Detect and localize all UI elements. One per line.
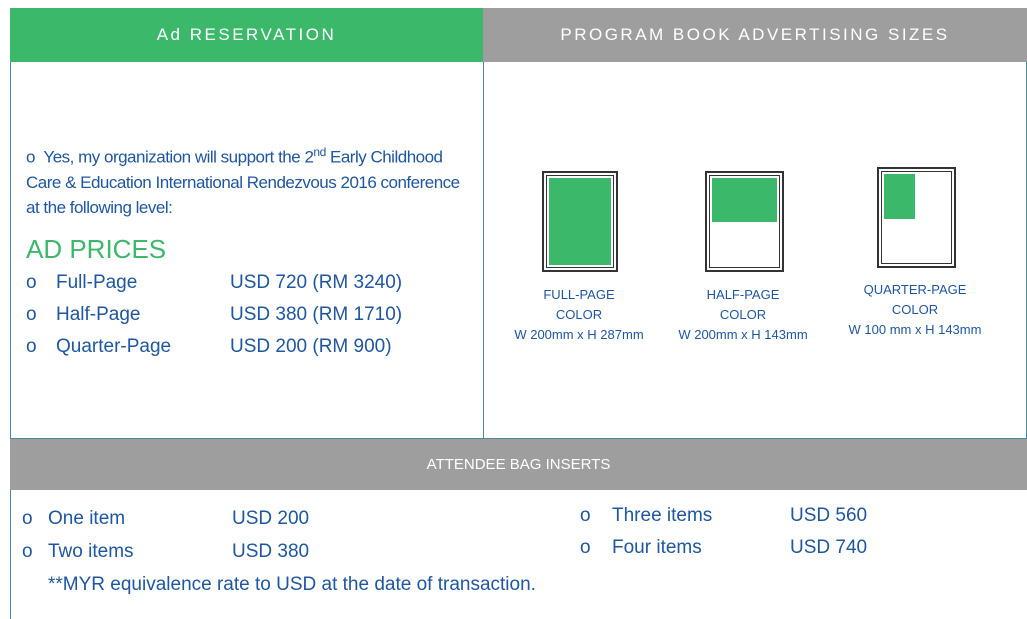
caption-dimensions: W 200mm x H 287mm (514, 327, 644, 342)
prices-title: AD PRICES (26, 234, 167, 264)
header-bag: ATTENDEE BAG INSERTS (10, 439, 1027, 490)
caption-name: FULL-PAGE (543, 287, 615, 302)
header-ad: Ad RESERVATION (10, 8, 483, 62)
price-value: USD 720 (RM 3240) (230, 272, 403, 293)
size-caption: QUARTER-PAGE COLOR W 100 mm x H 143mm (840, 280, 990, 340)
icon-full (542, 171, 618, 272)
price-name: Half-Page (56, 304, 141, 325)
header-sizes: PROGRAM BOOK ADVERTISING SIZES (483, 8, 1027, 62)
border (10, 490, 11, 619)
item-name: Four items (612, 537, 702, 558)
bullet: o (580, 537, 591, 558)
caption-name: QUARTER-PAGE (863, 282, 967, 297)
price-value: USD 200 (RM 900) (230, 336, 392, 357)
border (10, 62, 11, 438)
price-name: Quarter-Page (56, 336, 172, 357)
item-name: Two items (48, 541, 134, 562)
price-value: USD 380 (RM 1710) (230, 304, 403, 325)
price-name: Full-Page (56, 272, 138, 293)
caption-dimensions: W 100 mm x H 143mm (848, 322, 982, 337)
bullet: o (26, 304, 37, 325)
bullet: o (22, 541, 33, 562)
item-name: One item (48, 508, 126, 529)
note: **MYR equivalence rate to USD at the dat… (48, 574, 536, 595)
caption-color: COLOR (555, 307, 603, 322)
icon-quarter (877, 167, 956, 268)
item-price: USD 380 (232, 541, 310, 562)
size-caption: HALF-PAGE COLOR W 200mm x H 143mm (668, 285, 818, 345)
bullet: o (580, 505, 591, 526)
size-caption: FULL-PAGE COLOR W 200mm x H 287mm (504, 285, 654, 345)
superscript: nd (313, 145, 326, 159)
caption-name: HALF-PAGE (706, 287, 780, 302)
bullet: o (26, 336, 37, 357)
caption-dimensions: W 200mm x H 143mm (678, 327, 808, 342)
bullet: o (26, 147, 35, 167)
intro: o Yes, my organization will support the … (26, 140, 466, 220)
bullet: o (22, 508, 33, 529)
border (483, 62, 484, 438)
item-price: USD 740 (790, 537, 868, 558)
intro-rest: Early Childhood Care & Education Interna… (26, 147, 460, 217)
item-name: Three items (612, 505, 713, 526)
icon-half (705, 171, 784, 272)
intro-text: Yes, my organization will support the 2 (43, 147, 314, 167)
caption-color: COLOR (719, 307, 767, 322)
caption-color: COLOR (891, 302, 939, 317)
border (10, 438, 1027, 439)
item-price: USD 200 (232, 508, 310, 529)
item-price: USD 560 (790, 505, 868, 526)
bullet: o (26, 272, 37, 293)
